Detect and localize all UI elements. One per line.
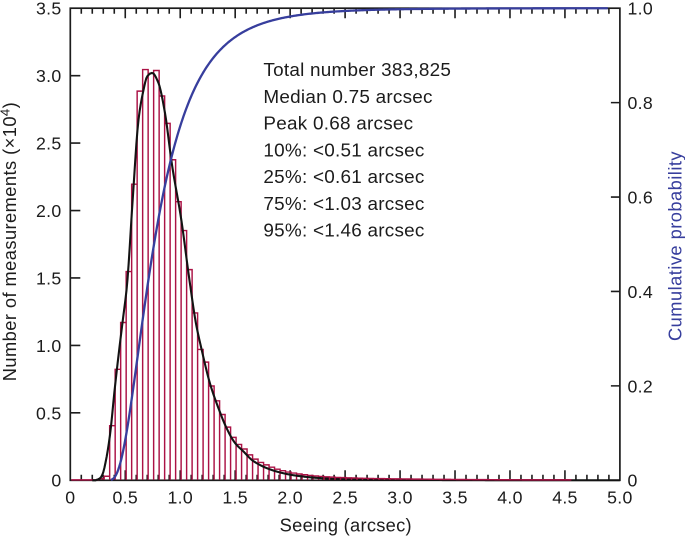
svg-text:0.5: 0.5 [113, 487, 139, 507]
svg-text:Cumulative probability: Cumulative probability [665, 151, 685, 341]
svg-text:4.0: 4.0 [497, 487, 523, 507]
svg-text:Peak 0.68 arcsec: Peak 0.68 arcsec [263, 114, 413, 135]
svg-text:0: 0 [51, 471, 61, 491]
svg-text:Total number 383,825: Total number 383,825 [263, 60, 451, 81]
svg-text:3.0: 3.0 [36, 66, 62, 86]
svg-text:Seeing (arcsec): Seeing (arcsec) [280, 514, 412, 535]
svg-text:2.5: 2.5 [332, 487, 358, 507]
svg-text:3.5: 3.5 [36, 0, 62, 19]
svg-text:0: 0 [628, 471, 638, 491]
svg-text:1.5: 1.5 [36, 268, 62, 288]
svg-text:Number of measurements (×104): Number of measurements (×104) [0, 102, 20, 381]
svg-text:0.4: 0.4 [628, 282, 654, 302]
svg-text:1.5: 1.5 [222, 487, 248, 507]
svg-text:0.5: 0.5 [36, 403, 62, 423]
svg-text:25%: <0.61 arcsec: 25%: <0.61 arcsec [263, 167, 424, 188]
svg-text:2.5: 2.5 [36, 133, 62, 153]
svg-text:75%: <1.03 arcsec: 75%: <1.03 arcsec [263, 194, 424, 215]
svg-text:2.0: 2.0 [36, 201, 62, 221]
svg-text:2.0: 2.0 [277, 487, 303, 507]
svg-text:0.2: 0.2 [628, 376, 654, 396]
svg-text:0.6: 0.6 [628, 187, 654, 207]
svg-text:5.0: 5.0 [607, 487, 633, 507]
svg-text:1.0: 1.0 [167, 487, 193, 507]
svg-text:1.0: 1.0 [628, 0, 654, 19]
svg-text:0: 0 [65, 487, 75, 507]
svg-text:10%: <0.51 arcsec: 10%: <0.51 arcsec [263, 140, 424, 161]
svg-text:0.8: 0.8 [628, 93, 654, 113]
svg-text:3.0: 3.0 [387, 487, 413, 507]
svg-text:1.0: 1.0 [36, 336, 62, 356]
svg-text:4.5: 4.5 [552, 487, 578, 507]
svg-text:3.5: 3.5 [442, 487, 468, 507]
svg-text:95%: <1.46 arcsec: 95%: <1.46 arcsec [263, 221, 424, 242]
svg-text:Median 0.75 arcsec: Median 0.75 arcsec [263, 87, 432, 108]
